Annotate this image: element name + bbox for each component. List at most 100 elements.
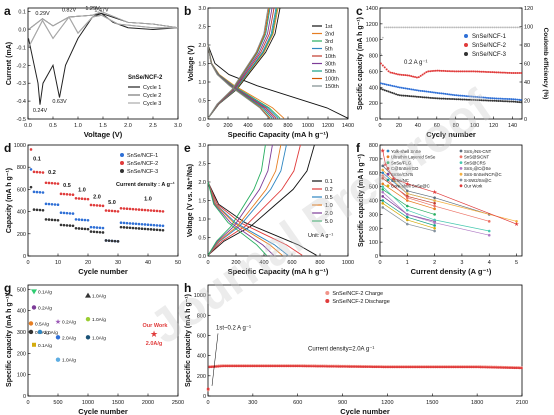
capacity-point	[432, 91, 435, 94]
legend-label: SnSe/NC	[391, 178, 409, 183]
rate-point	[146, 208, 150, 212]
rate-point	[68, 224, 72, 227]
capacity-point	[387, 70, 390, 73]
comparison-point	[487, 220, 491, 223]
capacity-point	[457, 70, 460, 73]
h-ytick-label: 400	[197, 354, 206, 360]
capacity-point	[472, 95, 475, 98]
capacity-point	[465, 98, 468, 101]
cv-return-3	[28, 11, 179, 30]
capacity-point	[508, 100, 511, 103]
rate-point	[41, 208, 45, 212]
legend-label: 2nd	[325, 32, 334, 38]
ce-point	[495, 26, 498, 29]
legend-marker	[120, 153, 124, 157]
c-ytick-label: 1400	[366, 6, 378, 12]
ce-point	[482, 26, 485, 29]
ce-point	[381, 36, 384, 39]
capacity-point	[503, 100, 506, 103]
h-xtick-label: 0	[206, 400, 209, 406]
capacity-point	[520, 72, 523, 75]
e-letter: e	[184, 141, 191, 155]
rate-point	[71, 193, 75, 197]
comparison-line	[382, 150, 517, 225]
legend-marker	[386, 161, 390, 165]
rate-point	[35, 190, 39, 194]
long-cycle-point	[441, 366, 444, 369]
legend-label: SnSe/NCF-3	[472, 52, 507, 58]
long-cycle-point	[332, 365, 335, 368]
capacity-point	[400, 73, 403, 76]
capacity-point	[465, 95, 468, 98]
h-ylabel: Specific capacity (mA h g⁻¹)	[185, 294, 192, 387]
long-cycle-point	[283, 365, 286, 368]
long-cycle-point	[299, 365, 303, 368]
our-work-label: Our Work	[143, 323, 169, 329]
capacity-point	[493, 71, 496, 74]
capacity-point	[474, 95, 477, 98]
capacity-point	[506, 97, 509, 100]
legend-marker	[120, 169, 124, 173]
capacity-point	[474, 99, 477, 102]
long-cycle-point	[255, 365, 258, 368]
capacity-point	[391, 71, 394, 74]
rate-point	[128, 207, 132, 211]
a-letter: a	[4, 4, 11, 18]
discharge-curve	[207, 44, 270, 119]
e-ytick-label: 0.5	[198, 236, 206, 242]
long-cycle-point	[272, 365, 276, 368]
long-cycle-point	[456, 366, 459, 369]
legend-label: Yolk-shell SnSe	[391, 149, 422, 154]
comparison-point	[381, 190, 385, 194]
legend-label: SnSe/NCF-3	[127, 169, 158, 175]
b-letter: b	[184, 4, 191, 18]
capacity-point	[421, 90, 424, 93]
ce-point	[508, 26, 511, 29]
long-cycle-point	[470, 366, 473, 369]
discharge-curve	[207, 44, 349, 119]
ce-point	[478, 26, 481, 29]
c-ytick-label: 800	[369, 54, 378, 60]
rate-point	[158, 228, 162, 232]
rate-point	[80, 227, 84, 230]
panel-a: a 0.0 0.5 1.0 1.5 2.0 2.5 3.0 0.1 0.0 -0.1 -0.2 -0.3…	[4, 4, 182, 139]
long-cycle-point	[423, 366, 426, 369]
capacity-point	[455, 70, 458, 73]
long-cycle-point	[249, 365, 252, 368]
capacity-point	[417, 95, 420, 98]
legend-marker	[120, 161, 124, 165]
h-xtick-label: 900	[338, 400, 347, 406]
long-cycle-point	[298, 365, 301, 368]
capacity-point	[444, 69, 447, 72]
long-cycle-point	[360, 365, 364, 368]
long-cycle-point	[450, 366, 453, 369]
rate-point	[32, 170, 36, 174]
long-cycle-point	[495, 366, 498, 369]
discharge-curve	[207, 44, 281, 119]
c-ytick-label: 200	[369, 101, 378, 107]
ce-point	[410, 26, 413, 29]
long-cycle-point	[267, 365, 270, 368]
rate-point	[86, 227, 90, 231]
rate-point	[41, 171, 45, 174]
a-xtick-label: 1.5	[99, 123, 107, 129]
legend-label: Cycle 1	[143, 85, 161, 91]
rate-point	[59, 192, 63, 196]
capacity-point	[470, 98, 473, 101]
long-cycle-point	[307, 365, 310, 368]
long-cycle-point	[262, 365, 265, 368]
capacity-point	[495, 97, 498, 100]
long-cycle-point	[305, 365, 308, 368]
rate-label: 0.2	[48, 170, 56, 176]
comparison-point	[406, 218, 409, 222]
c-ytick-label: 600	[369, 69, 378, 75]
comparison-point	[433, 204, 436, 208]
rate-point	[74, 196, 78, 200]
rate-point	[92, 203, 96, 207]
c-ytick-label: 1000	[366, 38, 378, 44]
comparison-point	[433, 226, 436, 230]
legend-label: SnS@CRS	[464, 160, 486, 165]
capacity-point	[468, 70, 471, 73]
capacity-point	[402, 87, 405, 90]
capacity-point	[436, 91, 439, 94]
